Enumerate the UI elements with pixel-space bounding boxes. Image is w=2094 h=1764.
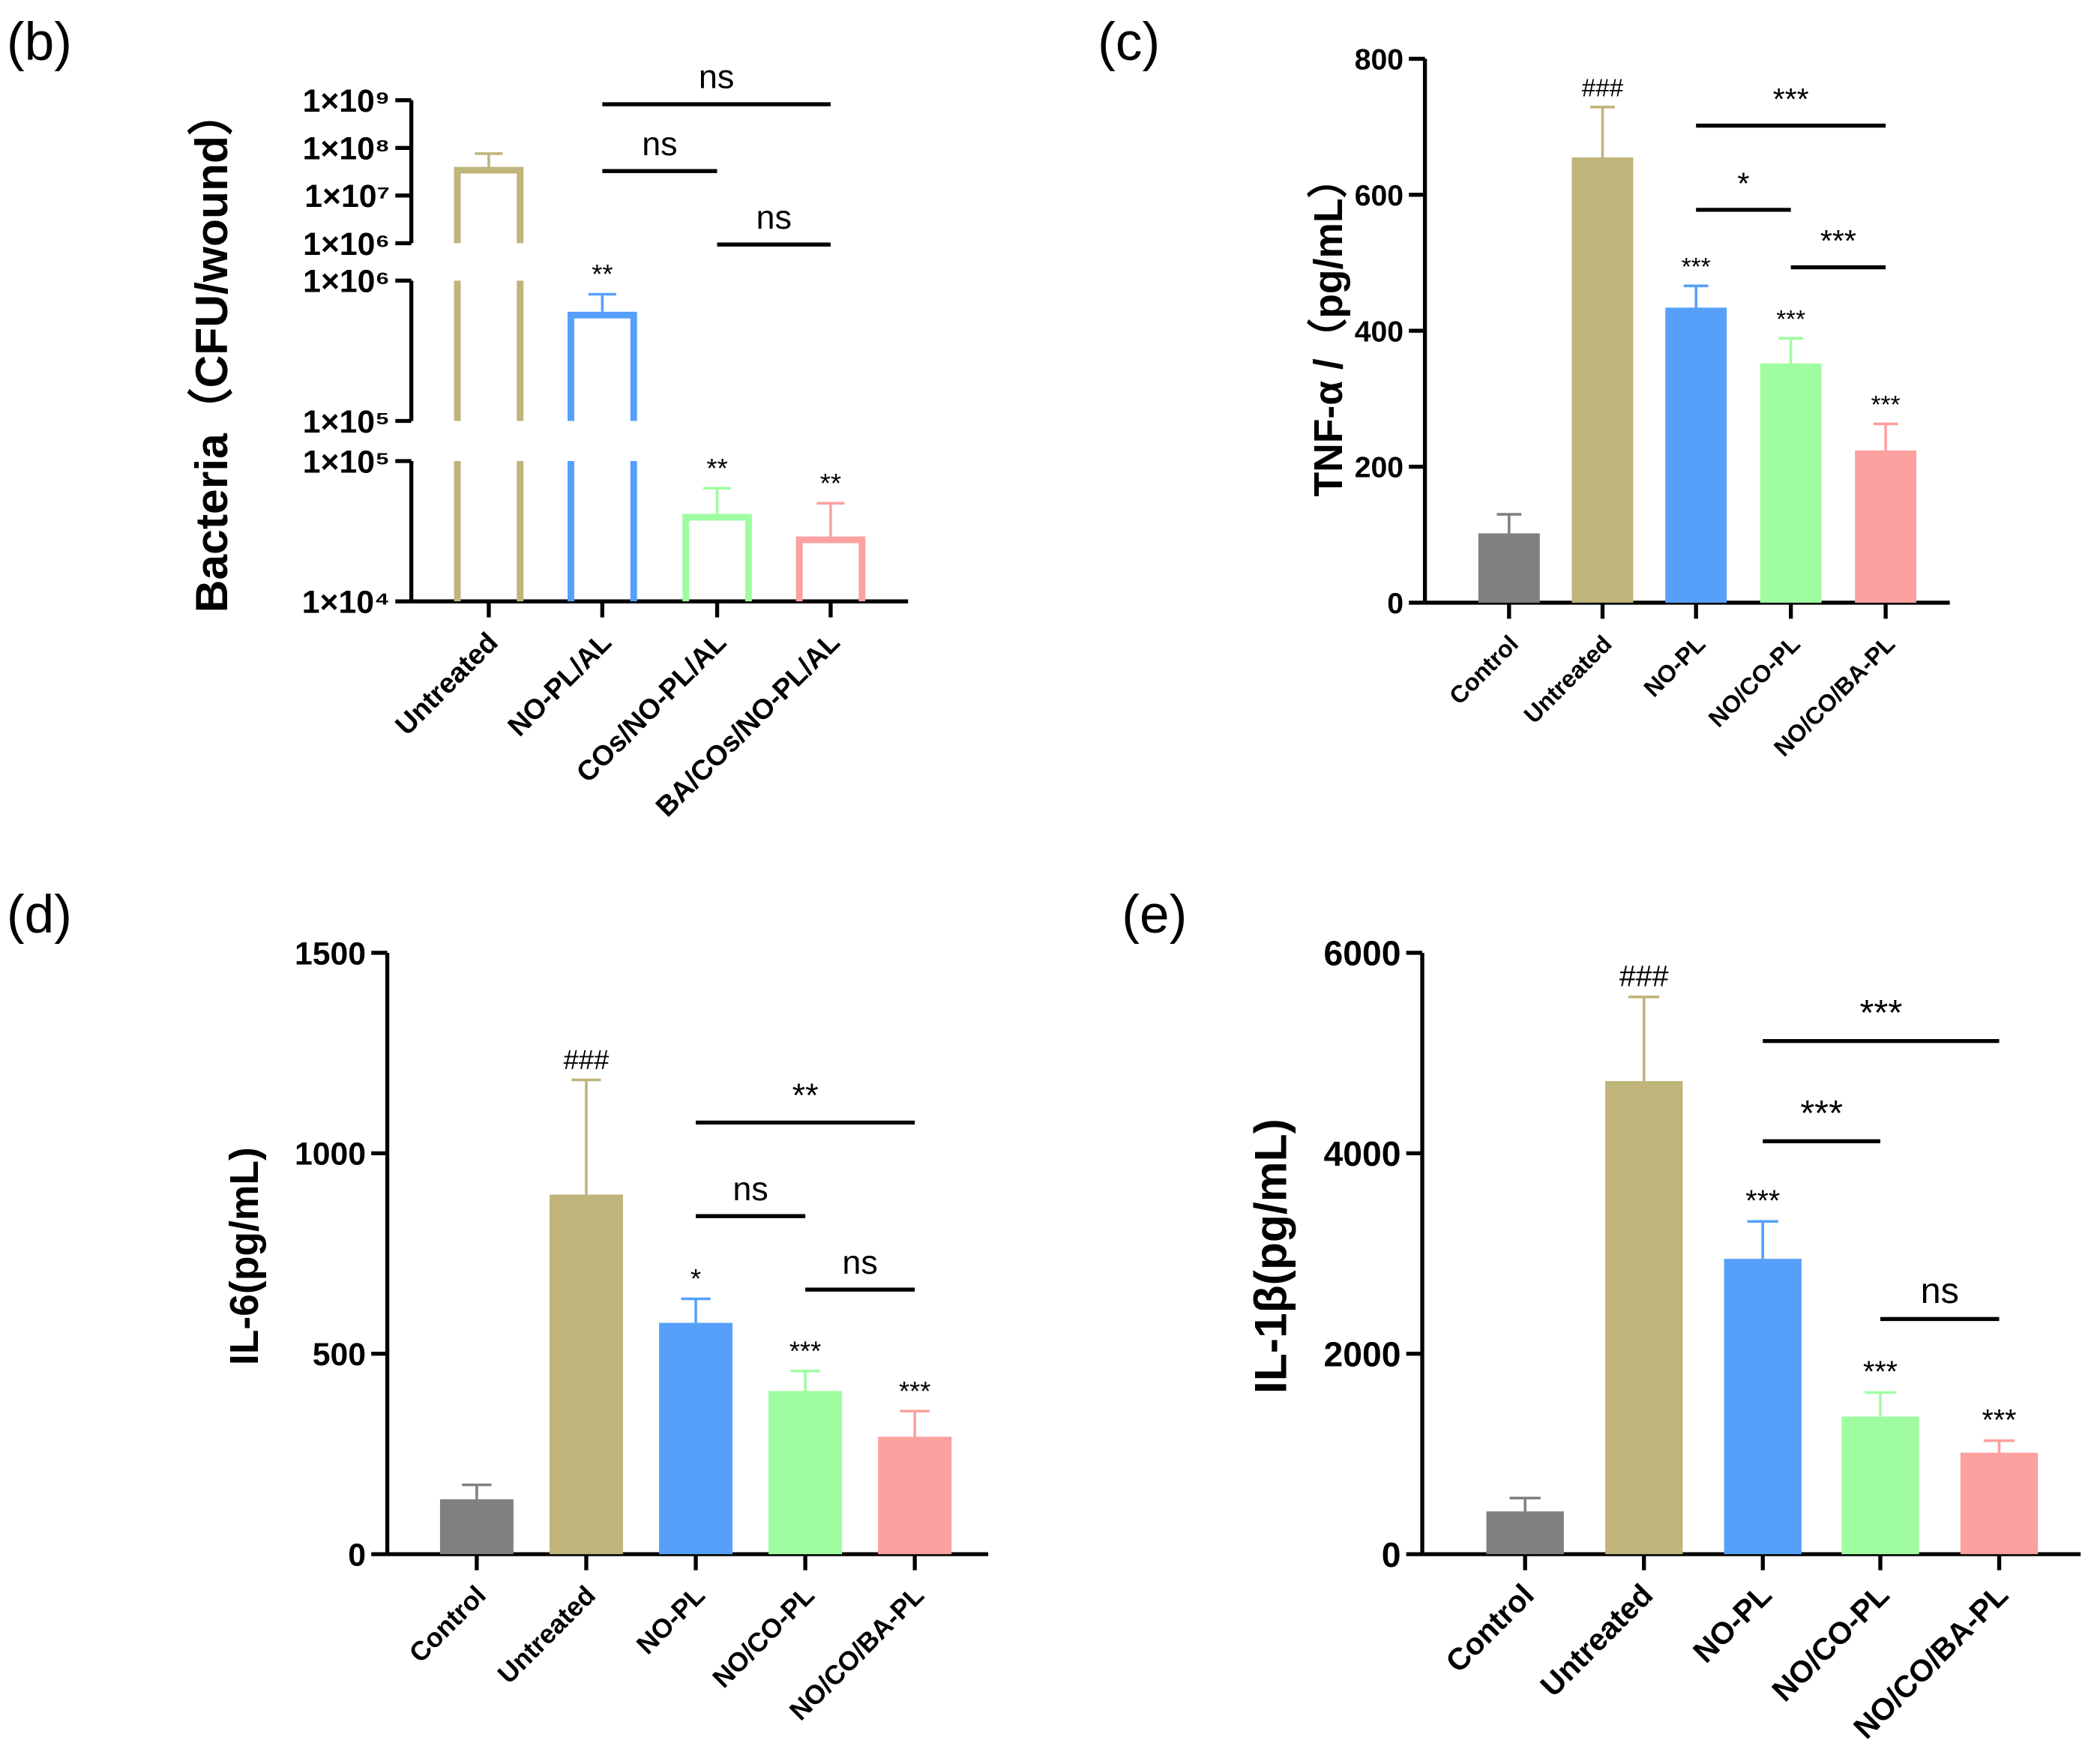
bar (1605, 1081, 1683, 1555)
y-axis-label: IL-6(pg/mL) (223, 1147, 267, 1365)
comparison-label: *** (1820, 223, 1856, 258)
bar (1665, 307, 1727, 603)
significance-label: *** (1745, 1184, 1780, 1217)
y-tick-label: 200 (1355, 452, 1403, 484)
bar (1760, 363, 1822, 603)
significance-label: *** (1871, 391, 1901, 419)
panel-label: (d) (7, 885, 72, 945)
y-tick-label: 800 (1355, 44, 1403, 76)
bar (795, 536, 866, 602)
significance-label: ### (564, 1044, 610, 1075)
panel-label: (e) (1122, 885, 1187, 945)
bar (439, 1499, 514, 1555)
y-axis-label: Bacteria（CFU/wound） (186, 90, 237, 612)
significance-label: ### (1619, 960, 1669, 993)
x-tick-label: NO/CO-PL (1703, 630, 1805, 732)
comparison-label: ** (792, 1076, 819, 1114)
y-tick-label: 500 (313, 1337, 366, 1373)
comparison-label: * (1737, 166, 1749, 200)
comparison-label: *** (1800, 1093, 1843, 1134)
y-tick-label: 1×10⁸ (303, 131, 390, 167)
x-tick-label: Control (1439, 1577, 1540, 1679)
y-tick-label: 1×10⁶ (303, 264, 390, 300)
bar (1841, 1416, 1919, 1555)
y-tick-label: 400 (1355, 316, 1403, 348)
bar (1478, 533, 1540, 603)
significance-label: *** (1863, 1355, 1898, 1388)
bar (1960, 1452, 2039, 1555)
y-axis-label: IL-1β(pg/mL) (1245, 1119, 1296, 1394)
bar (568, 460, 637, 602)
y-tick-label: 1500 (295, 936, 366, 972)
x-tick-label: Untreated (389, 626, 504, 741)
significance-label: ** (592, 259, 613, 289)
bar (1724, 1259, 1802, 1555)
bar (454, 460, 524, 602)
y-tick-label: 2000 (1324, 1334, 1401, 1373)
y-tick-label: 600 (1355, 180, 1403, 212)
x-tick-label: NO-PL/AL (502, 626, 618, 742)
x-tick-label: NO-PL (631, 1580, 711, 1661)
comparison-label: *** (1860, 993, 1903, 1033)
bar (1571, 157, 1634, 603)
bar (682, 514, 752, 602)
bar (454, 280, 524, 421)
x-tick-label: NO-PL (1686, 1577, 1778, 1670)
y-tick-label: 6000 (1324, 934, 1401, 973)
significance-label: ** (706, 453, 727, 484)
x-tick-label: Control (1444, 630, 1523, 709)
significance-label: ** (820, 468, 841, 499)
y-tick-label: 1×10⁴ (302, 585, 390, 621)
significance-label: ### (1582, 75, 1624, 103)
significance-label: * (691, 1263, 701, 1294)
y-tick-label: 1×10⁵ (303, 404, 390, 440)
comparison-label: ns (732, 1170, 768, 1208)
x-tick-label: NO-PL (1638, 630, 1710, 702)
x-tick-label: NO/CO-PL (707, 1580, 820, 1694)
significance-label: *** (899, 1376, 930, 1406)
significance-label: *** (1776, 306, 1805, 334)
y-tick-label: 1×10⁹ (303, 83, 391, 119)
bar (878, 1436, 952, 1555)
comparison-label: ns (699, 58, 734, 96)
x-tick-label: Control (403, 1580, 492, 1669)
panel-label: (b) (7, 12, 72, 72)
x-tick-label: Untreated (1518, 630, 1616, 728)
y-tick-label: 1000 (295, 1137, 366, 1173)
significance-label: *** (1982, 1403, 2017, 1436)
y-tick-label: 0 (348, 1538, 366, 1574)
y-tick-label: 0 (1382, 1535, 1401, 1574)
bar (549, 1194, 623, 1555)
y-tick-label: 0 (1387, 588, 1403, 620)
bar (1855, 450, 1917, 603)
bar (454, 166, 524, 244)
bar (659, 1322, 733, 1555)
y-tick-label: 1×10⁷ (304, 178, 390, 214)
panel-label: (c) (1098, 12, 1160, 72)
comparison-label: ns (756, 198, 792, 236)
comparison-label: ns (842, 1243, 877, 1281)
comparison-label: ns (642, 124, 677, 163)
x-tick-label: BA/COs/NO-PL/AL (649, 626, 846, 822)
bar (568, 311, 637, 421)
y-axis-label: TNF-α /（pg/mL） (1306, 158, 1351, 497)
x-tick-label: Untreated (492, 1580, 601, 1690)
bar (1486, 1511, 1564, 1555)
y-tick-label: 1×10⁵ (303, 444, 390, 480)
y-tick-label: 4000 (1324, 1134, 1401, 1173)
significance-label: *** (1682, 253, 1711, 281)
x-tick-label: Untreated (1534, 1577, 1660, 1703)
y-tick-label: 1×10⁶ (303, 226, 390, 262)
x-tick-label: NO/CO-PL (1766, 1577, 1896, 1708)
comparison-label: *** (1773, 82, 1809, 116)
bar (768, 1391, 843, 1555)
comparison-label: ns (1921, 1271, 1959, 1311)
significance-label: *** (789, 1335, 821, 1366)
